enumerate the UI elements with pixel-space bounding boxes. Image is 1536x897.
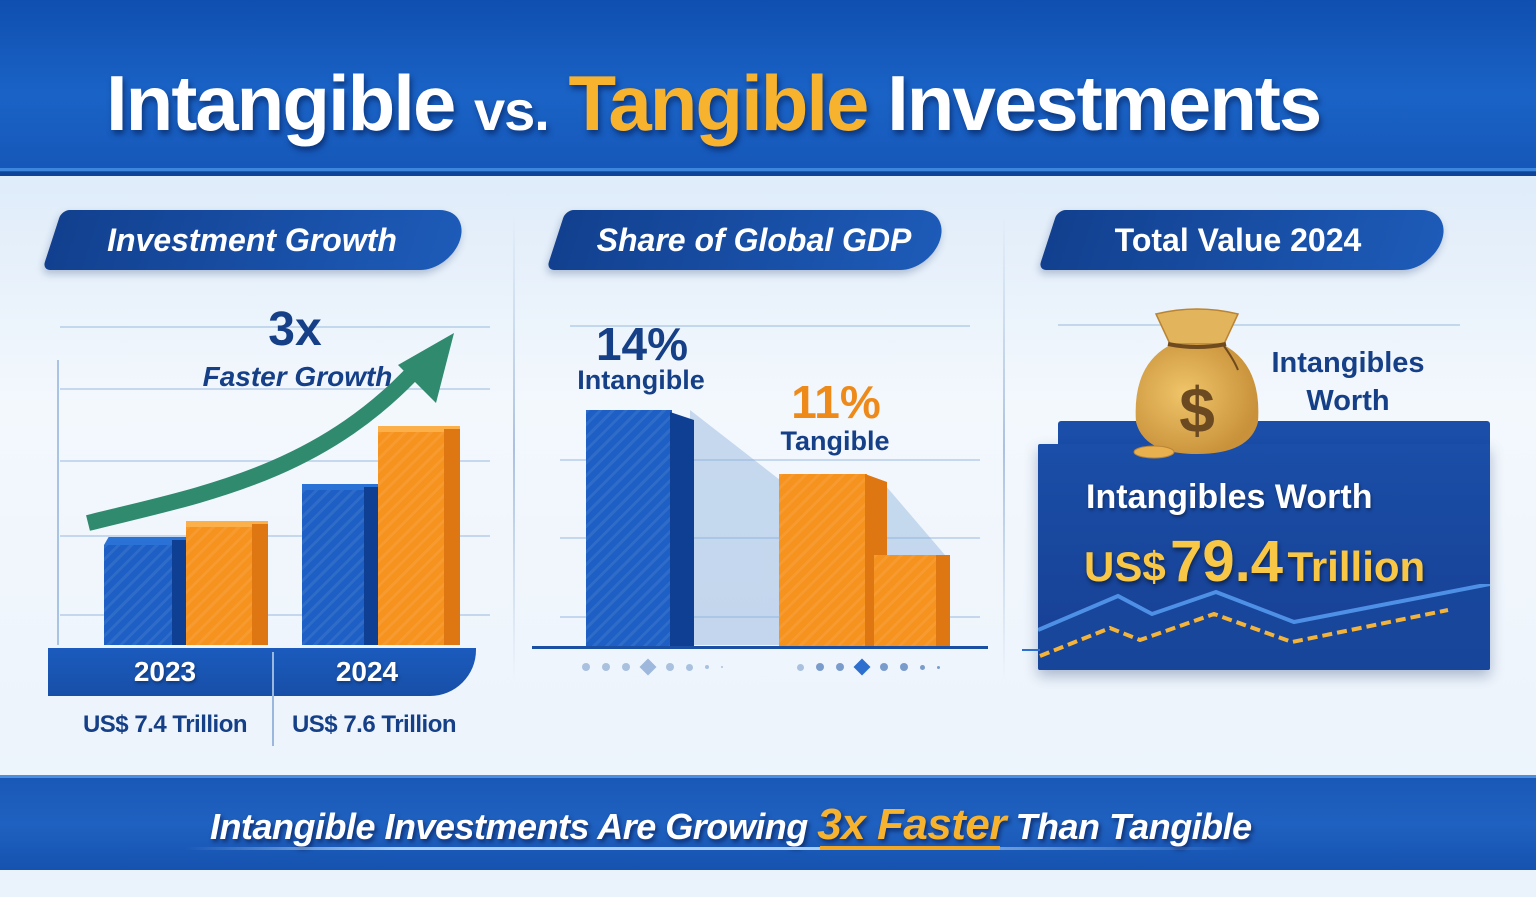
footer-text-accent: 3x Faster: [817, 800, 1007, 849]
footer-accent-underline: [820, 846, 1000, 850]
footer-text-after: Than Tangible: [1015, 806, 1253, 847]
panel-divider: [513, 215, 515, 680]
header-banner: [0, 0, 1536, 176]
value-box-amount: US$ 79.4 Trillion: [1084, 528, 1425, 595]
value-box-heading: Intangibles Worth: [1086, 478, 1373, 516]
tangible-percent: 11%: [791, 376, 881, 428]
callout-text: Faster Growth: [202, 361, 393, 392]
footer-divider: [186, 847, 1246, 850]
ribbon-title: Investment Growth: [107, 222, 397, 258]
unit-label: Trillion: [1287, 543, 1426, 590]
year-label-2024: 2024: [335, 656, 399, 687]
gridline: [570, 325, 970, 327]
growth-arrow-icon: [86, 333, 454, 531]
value-2023: US$ 7.4 Trillion: [82, 711, 248, 738]
gridline: [560, 537, 980, 539]
bar-side: [172, 540, 186, 645]
title-tangible: Tangible: [568, 59, 870, 147]
value-2024: US$ 7.6 Trillion: [291, 711, 457, 738]
title-intangible: Intangible: [106, 59, 456, 147]
bar-2023-tangible: [186, 527, 252, 645]
y-axis: [57, 360, 59, 645]
footer-tagline: Intangible Investments Are Growing 3x Fa…: [210, 800, 1252, 850]
title-vs: vs.: [474, 79, 550, 142]
bar-intangible: [586, 410, 672, 647]
bar-side: [252, 524, 268, 645]
currency-label: US$: [1084, 543, 1166, 590]
trend-axis-tick: [1022, 649, 1040, 651]
gridline: [60, 326, 490, 328]
footer-text-before: Intangible Investments Are Growing: [210, 806, 808, 847]
bar-side: [444, 429, 460, 645]
diamond-icon: [639, 658, 657, 676]
value-box: [1038, 444, 1490, 670]
intangible-label: Intangible: [577, 365, 705, 395]
svg-text:$: $: [1179, 374, 1215, 446]
bar-top: [186, 521, 268, 529]
decorative-dots-left: [582, 658, 723, 676]
gridline: [60, 388, 490, 390]
bar-2023-intangible: [104, 545, 172, 645]
gridline: [60, 614, 490, 616]
tangible-label: Tangible: [780, 426, 890, 456]
bag-caption-line1: Intangibles: [1271, 347, 1425, 379]
amount-value: 79.4: [1170, 529, 1284, 594]
bar-2024-tangible: [378, 432, 444, 645]
money-bag-icon: $: [1133, 308, 1259, 459]
footer-banner: [0, 775, 1536, 870]
bar-tangible-small: [874, 555, 936, 647]
gridline: [60, 535, 490, 537]
bar-tangible: [779, 474, 867, 647]
gridline: [560, 459, 980, 461]
trend-line-icon: [1038, 584, 1490, 670]
page-title: Intangible vs. Tangible Investments: [106, 58, 1322, 156]
decorative-dots-right: [797, 658, 940, 676]
bar-top: [378, 426, 460, 434]
year-divider: [272, 652, 274, 746]
bag-caption-line2: Worth: [1306, 385, 1390, 417]
bar-top: [302, 484, 378, 492]
ribbon-title: Share of Global GDP: [596, 222, 912, 258]
bar-2024-intangible: [302, 490, 364, 645]
bar-side: [670, 412, 694, 647]
callout-multiplier: 3x: [268, 303, 322, 356]
intangible-percent: 14%: [595, 318, 689, 370]
year-label-2023: 2023: [133, 656, 197, 687]
gridline: [1058, 324, 1460, 326]
bar-side: [364, 487, 378, 645]
title-investments: Investments: [887, 59, 1322, 147]
bar-side: [936, 555, 950, 647]
panel-divider: [1003, 215, 1005, 680]
gridline: [560, 616, 980, 618]
ribbon-title: Total Value 2024: [1114, 222, 1362, 258]
diamond-icon: [853, 658, 871, 676]
year-axis-band: [48, 648, 476, 696]
x-axis: [532, 646, 988, 649]
header-divider: [0, 168, 1536, 171]
